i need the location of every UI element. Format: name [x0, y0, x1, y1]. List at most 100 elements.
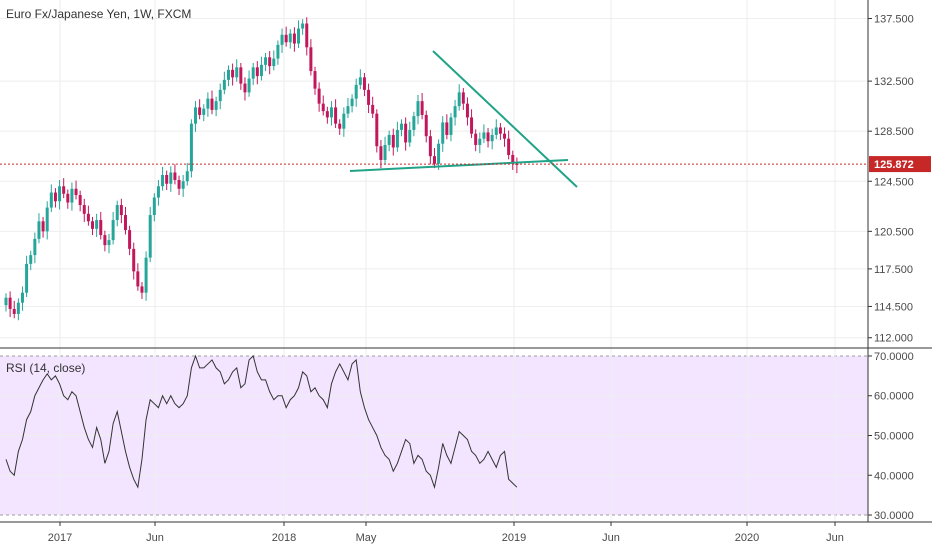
candle-down[interactable]: [239, 67, 243, 84]
candle-down[interactable]: [317, 88, 321, 104]
candle-down[interactable]: [91, 221, 95, 229]
candle-down[interactable]: [165, 175, 169, 184]
candle-down[interactable]: [119, 205, 123, 216]
candle-up[interactable]: [206, 98, 210, 109]
candle-up[interactable]: [214, 101, 218, 110]
candle-down[interactable]: [103, 235, 107, 246]
candle-down[interactable]: [334, 107, 338, 124]
candle-up[interactable]: [416, 101, 420, 117]
candle-up[interactable]: [152, 197, 156, 216]
candle-down[interactable]: [338, 123, 342, 129]
candle-up[interactable]: [449, 117, 453, 135]
candle-down[interactable]: [511, 154, 515, 164]
candle-down[interactable]: [424, 114, 428, 137]
candle-up[interactable]: [16, 302, 20, 314]
candle-down[interactable]: [177, 180, 181, 189]
candle-down[interactable]: [461, 92, 465, 104]
candle-up[interactable]: [49, 192, 53, 208]
candle-up[interactable]: [235, 67, 239, 78]
candle-up[interactable]: [478, 138, 482, 145]
candle-down[interactable]: [470, 117, 474, 134]
candle-down[interactable]: [198, 107, 202, 115]
candle-down[interactable]: [367, 89, 371, 105]
candle-up[interactable]: [20, 292, 24, 303]
candle-up[interactable]: [247, 78, 251, 93]
candle-up[interactable]: [494, 127, 498, 135]
candle-down[interactable]: [132, 248, 136, 272]
candle-down[interactable]: [128, 230, 132, 249]
candle-down[interactable]: [12, 308, 16, 314]
candle-down[interactable]: [255, 67, 259, 77]
candle-up[interactable]: [358, 77, 362, 85]
candle-up[interactable]: [387, 134, 391, 145]
candle-up[interactable]: [400, 123, 404, 130]
candle-up[interactable]: [58, 186, 62, 202]
candle-down[interactable]: [404, 123, 408, 143]
candle-up[interactable]: [218, 89, 222, 102]
candle-up[interactable]: [350, 98, 354, 107]
candle-down[interactable]: [309, 47, 313, 72]
candle-down[interactable]: [268, 57, 272, 67]
candle-up[interactable]: [482, 132, 486, 139]
candle-down[interactable]: [62, 186, 66, 194]
candle-down[interactable]: [140, 286, 144, 293]
candle-down[interactable]: [313, 71, 317, 89]
candle-down[interactable]: [474, 133, 478, 145]
candle-up[interactable]: [383, 144, 387, 160]
candle-down[interactable]: [8, 297, 12, 309]
candle-down[interactable]: [305, 23, 309, 48]
candle-down[interactable]: [99, 220, 103, 236]
candle-up[interactable]: [453, 106, 457, 118]
candle-down[interactable]: [375, 113, 379, 147]
candle-down[interactable]: [362, 77, 366, 90]
candle-down[interactable]: [210, 98, 214, 110]
candle-down[interactable]: [371, 104, 375, 114]
candle-down[interactable]: [486, 132, 490, 142]
candle-up[interactable]: [226, 69, 230, 80]
candle-up[interactable]: [259, 64, 263, 77]
candle-up[interactable]: [437, 143, 441, 164]
candle-down[interactable]: [173, 172, 177, 181]
candle-down[interactable]: [123, 215, 127, 231]
candle-up[interactable]: [111, 220, 115, 241]
candle-up[interactable]: [297, 28, 301, 44]
candle-up[interactable]: [181, 181, 185, 189]
candle-up[interactable]: [107, 240, 111, 246]
candle-up[interactable]: [33, 238, 37, 256]
candle-up[interactable]: [276, 44, 280, 59]
candle-up[interactable]: [272, 58, 276, 67]
candle-down[interactable]: [507, 138, 511, 155]
candle-up[interactable]: [346, 106, 350, 114]
candle-down[interactable]: [428, 136, 432, 157]
candle-down[interactable]: [325, 111, 329, 118]
candle-up[interactable]: [395, 129, 399, 148]
rsi-axis[interactable]: 70.0000 60.0000 50.0000 40.0000 30.0000: [868, 351, 914, 522]
candle-up[interactable]: [354, 84, 358, 99]
candle-up[interactable]: [342, 113, 346, 129]
rsi-line[interactable]: [5, 354, 518, 490]
candle-up[interactable]: [194, 107, 198, 124]
candle-down[interactable]: [432, 156, 436, 164]
candle-down[interactable]: [136, 271, 140, 287]
candle-down[interactable]: [503, 133, 507, 139]
candle-up[interactable]: [412, 116, 416, 130]
candle-up[interactable]: [185, 171, 189, 182]
candle-up[interactable]: [490, 134, 494, 142]
candle-down[interactable]: [231, 69, 235, 78]
candles[interactable]: [4, 17, 519, 321]
candle-up[interactable]: [457, 92, 461, 107]
candle-down[interactable]: [391, 134, 395, 148]
candle-up[interactable]: [156, 186, 160, 198]
candle-up[interactable]: [202, 108, 206, 115]
candle-down[interactable]: [321, 103, 325, 112]
candle-down[interactable]: [53, 192, 57, 202]
candle-up[interactable]: [189, 123, 193, 172]
candle-up[interactable]: [329, 107, 333, 118]
candle-down[interactable]: [498, 127, 502, 134]
candle-up[interactable]: [251, 67, 255, 79]
candle-up[interactable]: [280, 34, 284, 45]
candle-up[interactable]: [70, 188, 74, 203]
candle-up[interactable]: [264, 57, 268, 65]
candle-up[interactable]: [95, 220, 99, 229]
